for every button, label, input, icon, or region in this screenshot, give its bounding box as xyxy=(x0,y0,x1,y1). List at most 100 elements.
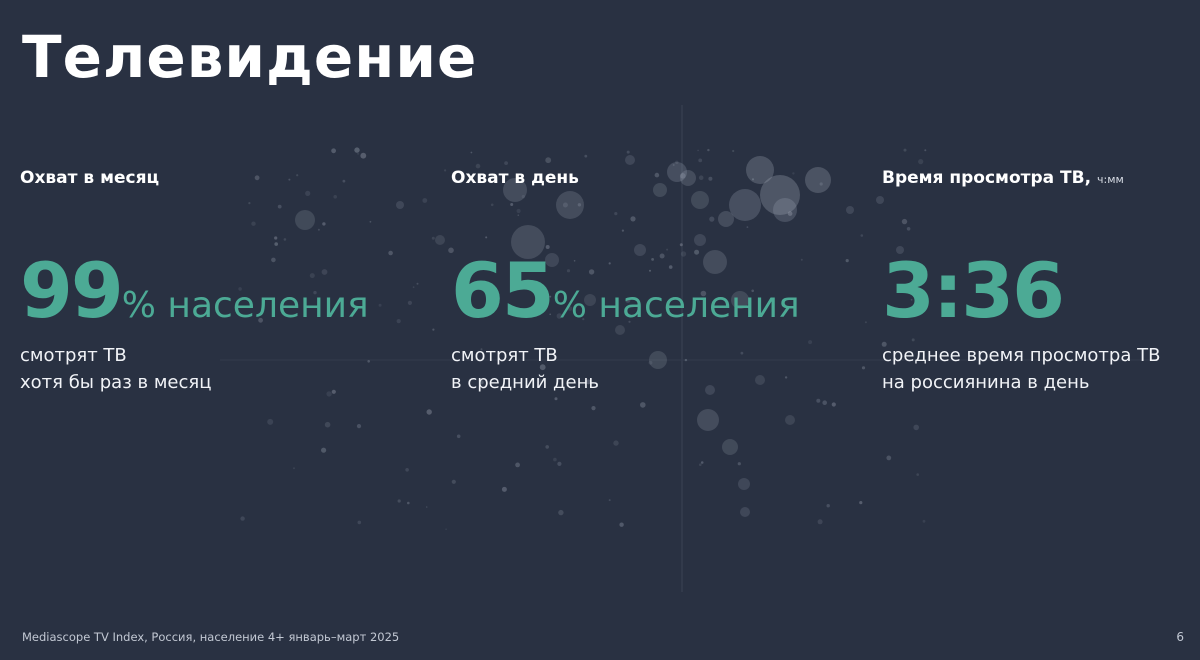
metric-description-line: среднее время просмотра ТВ xyxy=(882,345,1161,366)
background-dot xyxy=(511,225,545,259)
background-dot xyxy=(588,269,595,275)
background-dot xyxy=(654,172,660,178)
background-dot xyxy=(680,251,687,257)
background-dot xyxy=(698,175,704,180)
metric-viewing-time: Время просмотра ТВ, ч:мм 3:36 среднее вр… xyxy=(882,166,1200,396)
background-dot xyxy=(699,463,702,467)
background-dot xyxy=(251,221,256,226)
background-dot xyxy=(615,325,625,335)
background-dot xyxy=(322,222,326,226)
background-dot xyxy=(515,462,520,468)
metric-heading-unit: ч:мм xyxy=(1096,173,1124,186)
background-dot xyxy=(416,282,419,285)
background-dot xyxy=(567,306,573,311)
background-dot xyxy=(876,196,884,204)
background-dot xyxy=(787,211,793,216)
metric-heading: Охват в день xyxy=(451,166,831,190)
background-dot xyxy=(918,159,924,165)
background-dot xyxy=(913,424,919,431)
background-dot xyxy=(608,499,611,502)
background-dot xyxy=(566,269,571,273)
background-dot xyxy=(426,409,432,415)
background-dot xyxy=(485,236,488,239)
background-dot xyxy=(846,206,854,214)
background-dot xyxy=(625,155,635,165)
background-dot xyxy=(591,406,596,411)
metric-heading-text: Охват в день xyxy=(451,168,579,188)
background-dot xyxy=(698,158,703,163)
background-dot xyxy=(680,170,696,186)
background-dot xyxy=(694,249,700,255)
background-dot xyxy=(248,202,251,205)
background-dot xyxy=(746,226,749,229)
background-dot xyxy=(649,351,667,369)
metric-description-line: на россиянина в день xyxy=(882,372,1090,393)
background-dot xyxy=(331,148,336,154)
background-dot xyxy=(545,245,550,249)
background-dot xyxy=(369,220,372,223)
background-dot xyxy=(817,519,823,525)
background-dot xyxy=(906,227,911,231)
background-dot xyxy=(288,178,291,181)
background-dot xyxy=(238,287,242,291)
background-dot xyxy=(792,172,795,175)
background-dot xyxy=(822,400,827,406)
background-dot xyxy=(700,290,707,297)
background-dot xyxy=(666,248,669,251)
background-dot xyxy=(360,152,367,159)
background-dot xyxy=(296,174,299,177)
background-dot xyxy=(326,391,332,397)
background-dot xyxy=(324,421,331,428)
background-dot xyxy=(903,148,907,152)
background-dot xyxy=(911,338,915,342)
background-dot xyxy=(819,182,823,186)
background-dot xyxy=(267,418,274,425)
background-dot xyxy=(531,312,536,318)
background-dot xyxy=(640,402,646,408)
background-dot xyxy=(584,154,588,158)
background-dot xyxy=(448,247,454,254)
background-dot xyxy=(718,211,734,227)
background-dot xyxy=(558,509,564,516)
background-dot xyxy=(283,238,287,241)
background-dot xyxy=(240,516,245,521)
background-dot xyxy=(773,198,797,222)
background-dot xyxy=(432,328,435,331)
background-dot xyxy=(504,161,508,166)
background-dot xyxy=(731,291,749,309)
background-dot xyxy=(435,235,445,245)
background-dot xyxy=(722,439,738,455)
background-dot xyxy=(293,467,295,470)
background-dot xyxy=(886,455,892,461)
background-dot xyxy=(309,273,315,279)
background-dot xyxy=(924,149,927,152)
background-dot xyxy=(501,486,507,492)
background-dot xyxy=(684,358,688,362)
background-dot xyxy=(700,461,704,464)
background-dot xyxy=(679,243,683,247)
background-dot xyxy=(553,457,557,462)
metric-suffix: % населения xyxy=(121,285,369,326)
background-dot xyxy=(545,157,552,164)
background-dot xyxy=(808,340,813,345)
background-dot xyxy=(740,507,750,517)
background-dot xyxy=(549,313,551,316)
background-dot xyxy=(625,297,631,303)
background-dot xyxy=(557,461,562,466)
background-dot xyxy=(388,250,393,256)
background-dot xyxy=(407,501,410,505)
background-dot xyxy=(805,167,831,193)
background-dot xyxy=(732,149,735,153)
background-dot xyxy=(490,203,494,207)
background-dot xyxy=(537,378,543,384)
metric-value: 99 xyxy=(20,246,124,335)
background-dot xyxy=(922,519,926,523)
background-dot xyxy=(277,204,282,209)
metric-description-line: хотя бы раз в месяц xyxy=(20,372,212,393)
background-dot xyxy=(737,462,741,466)
background-dot xyxy=(354,147,360,153)
background-dot xyxy=(864,321,867,324)
background-dot xyxy=(621,229,625,232)
background-dot xyxy=(584,294,596,306)
